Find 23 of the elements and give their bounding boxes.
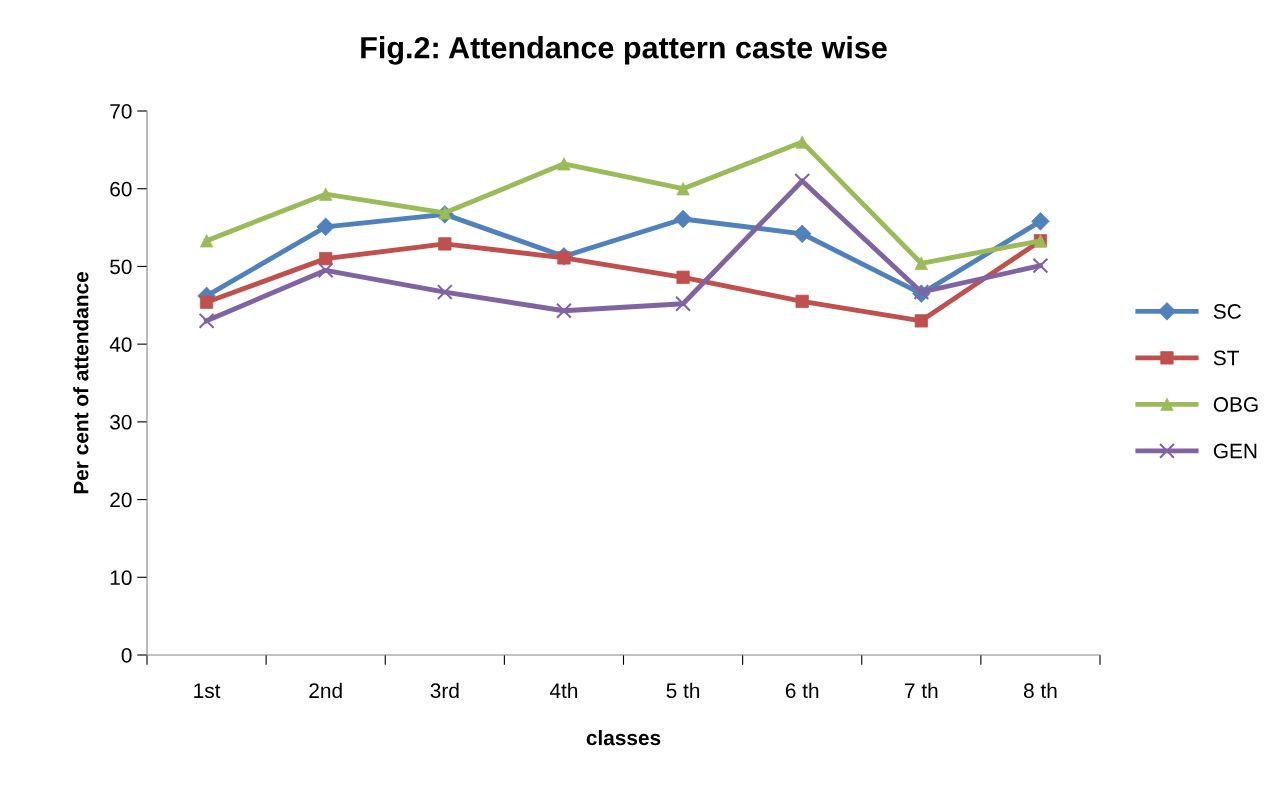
x-tick-label: 7 th	[905, 682, 938, 699]
y-tick-label: 40	[109, 337, 132, 352]
y-tick-label: 10	[110, 570, 132, 586]
y-axis-title: Per cent of attendance	[73, 271, 89, 494]
y-tick-label: 0	[121, 648, 132, 663]
y-tick-label: 60	[110, 181, 132, 197]
x-tick-label: 6 th	[785, 682, 819, 699]
x-tick-label: 1st	[194, 683, 221, 699]
x-tick-label: 2nd	[309, 682, 342, 699]
legend-label: ST	[1213, 350, 1239, 366]
x-tick-label: 3rd	[430, 682, 459, 699]
x-tick-label: 4th	[549, 682, 578, 699]
chart-title: Fig.2: Attendance pattern caste wise	[361, 36, 887, 65]
x-tick-label: 5 th	[666, 682, 700, 699]
x-tick-label: 8 th	[1023, 682, 1057, 699]
legend-label: SC	[1213, 304, 1241, 319]
y-tick-label: 50	[110, 259, 132, 275]
y-tick-label: 30	[110, 414, 132, 430]
y-tick-label: 70	[110, 104, 132, 119]
y-tick-label: 20	[110, 492, 132, 508]
legend-label: OBG	[1213, 397, 1258, 412]
x-axis-title: classes	[586, 729, 661, 746]
legend-label: GEN	[1213, 443, 1257, 459]
